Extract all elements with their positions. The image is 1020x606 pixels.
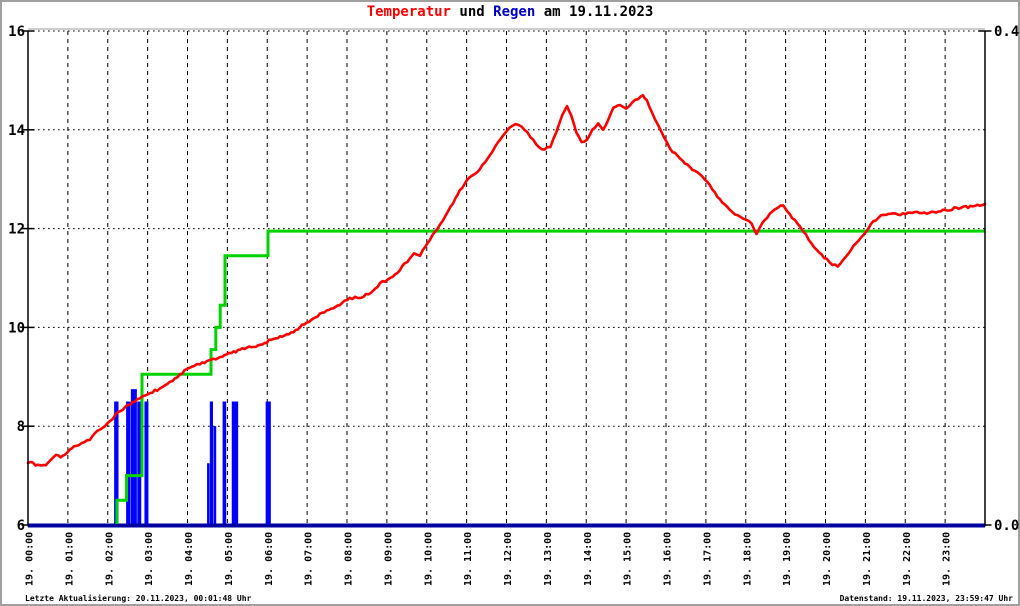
rain-bar: [209, 401, 214, 525]
x-tick-label-group: 19. 20:00: [822, 532, 833, 586]
x-tick-label-group: 19. 00:00: [25, 532, 36, 586]
x-tick-label: 19. 22:00: [902, 532, 913, 586]
right-axis-tick-label: 0.0: [994, 518, 1019, 534]
x-tick-label-group: 19. 12:00: [503, 532, 514, 586]
x-tick-label: 19. 10:00: [423, 532, 434, 586]
rain-bar: [130, 389, 137, 525]
x-tick-label: 19. 15:00: [623, 532, 634, 586]
x-tick-label: 19. 12:00: [503, 532, 514, 586]
x-tick-label-group: 19. 02:00: [104, 532, 115, 586]
x-tick-label-group: 19. 10:00: [423, 532, 434, 586]
rain-sum-line: [115, 229, 985, 524]
left-axis-tick-label: 16: [8, 24, 25, 40]
rain-bar: [265, 401, 271, 525]
rain-bar: [137, 401, 142, 525]
x-tick-label: 19. 23:00: [942, 532, 953, 586]
x-tick-label-group: 19. 04:00: [184, 532, 195, 586]
x-tick-label-group: 19. 23:00: [942, 532, 953, 586]
x-tick-label-group: 19. 11:00: [463, 532, 474, 586]
x-tick-label: 19. 07:00: [304, 532, 315, 586]
x-tick-label-group: 19. 18:00: [742, 532, 753, 586]
x-tick-label: 19. 05:00: [224, 532, 235, 586]
rain-bar: [231, 401, 239, 525]
x-tick-label: 19. 13:00: [543, 532, 554, 586]
x-tick-label: 19. 21:00: [862, 532, 873, 586]
x-tick-label: 19. 20:00: [822, 532, 833, 586]
x-tick-label: 19. 17:00: [703, 532, 714, 586]
left-axis-tick-label: 6: [17, 518, 25, 534]
temperature-line: [26, 93, 987, 467]
x-tick-label: 19. 18:00: [742, 532, 753, 586]
x-tick-label: 19. 08:00: [344, 532, 355, 586]
x-tick-label-group: 19. 14:00: [583, 532, 594, 586]
chart-title-part: und: [450, 4, 494, 20]
right-axis-tick-label: 0.4: [994, 24, 1019, 40]
left-axis-tick-label: 8: [17, 419, 25, 435]
rain-bar: [144, 401, 149, 525]
rain-bar: [207, 463, 210, 525]
x-tick-label: 19. 16:00: [663, 532, 674, 586]
x-tick-label: 19. 04:00: [184, 532, 195, 586]
x-tick-label-group: 19. 13:00: [543, 532, 554, 586]
x-tick-label-group: 19. 22:00: [902, 532, 913, 586]
data-timestamp-text: Datenstand: 19.11.2023, 23:59:47 Uhr: [839, 594, 1013, 603]
x-tick-label-group: 19. 17:00: [703, 532, 714, 586]
x-tick-label: 19. 02:00: [104, 532, 115, 586]
x-tick-label: 19. 11:00: [463, 532, 474, 586]
x-tick-label-group: 19. 08:00: [344, 532, 355, 586]
x-tick-label: 19. 01:00: [65, 532, 76, 586]
x-tick-label-group: 19. 03:00: [144, 532, 155, 586]
x-tick-label-group: 19. 06:00: [264, 532, 275, 586]
x-tick-label-group: 19. 15:00: [623, 532, 634, 586]
x-tick-label: 19. 06:00: [264, 532, 275, 586]
x-tick-label: 19. 14:00: [583, 532, 594, 586]
x-tick-label-group: 19. 07:00: [304, 532, 315, 586]
rain-bar: [213, 426, 217, 525]
rain-bar: [114, 401, 119, 525]
rain-bar: [126, 401, 131, 525]
x-tick-label: 19. 03:00: [144, 532, 155, 586]
x-tick-label-group: 19. 01:00: [65, 532, 76, 586]
x-tick-label: 19. 00:00: [25, 532, 36, 586]
x-tick-label-group: 19. 19:00: [782, 532, 793, 586]
left-axis-tick-label: 12: [8, 222, 25, 238]
rain-bar: [222, 401, 227, 525]
chart-title-part: am 19.11.2023: [535, 4, 654, 20]
x-tick-label-group: 19. 16:00: [663, 532, 674, 586]
x-tick-label-group: 19. 09:00: [384, 532, 395, 586]
last-update-text: Letzte Aktualisierung: 20.11.2023, 00:01…: [25, 594, 252, 603]
x-axis-baseline: [28, 523, 985, 528]
x-tick-label-group: 19. 05:00: [224, 532, 235, 586]
x-tick-label: 19. 09:00: [384, 532, 395, 586]
chart-title-part: Temperatur: [366, 4, 451, 20]
left-axis-tick-label: 10: [8, 320, 25, 336]
x-tick-label-group: 19. 21:00: [862, 532, 873, 586]
chart-title: Temperatur und Regen am 19.11.2023: [0, 4, 1020, 20]
chart-title-part: Regen: [493, 4, 536, 20]
left-axis-tick-label: 14: [8, 123, 25, 139]
x-tick-label: 19. 19:00: [782, 532, 793, 586]
